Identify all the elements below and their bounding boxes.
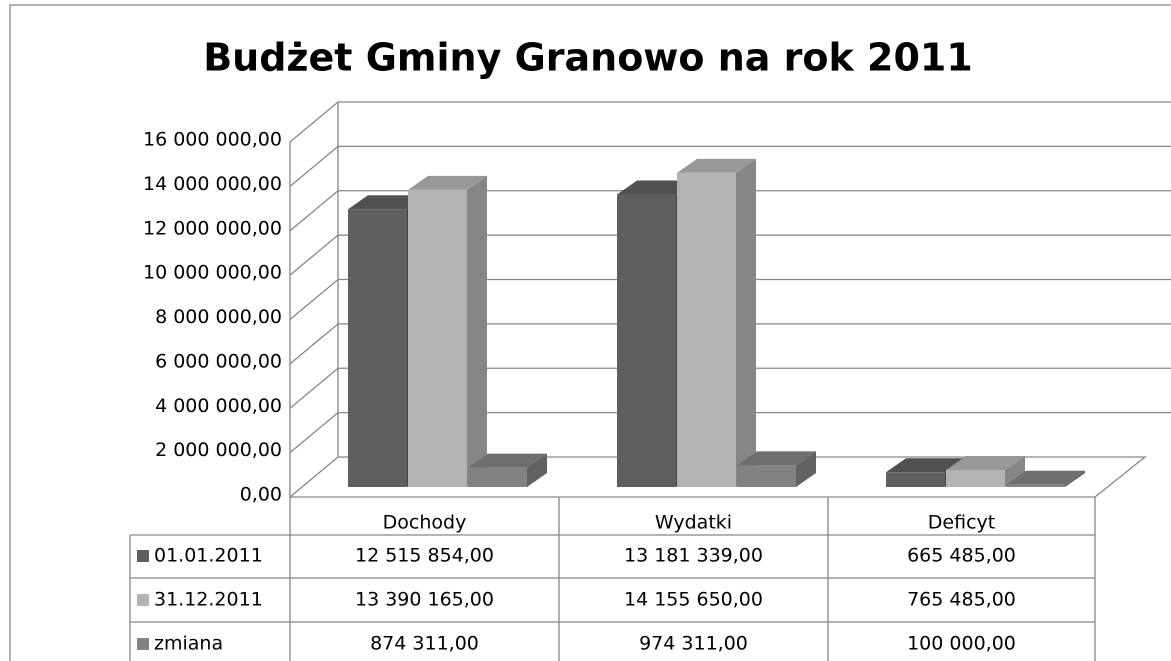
table-value: 765 485,00 <box>907 589 1016 611</box>
y-tick-label: 14 000 000,00 <box>143 173 282 195</box>
bar-top <box>886 458 965 473</box>
bar-top <box>468 453 547 468</box>
grid-line <box>289 101 1171 143</box>
y-tick-label: 16 000 000,00 <box>143 129 282 151</box>
bar <box>408 189 467 488</box>
x-tick-label: Dochody <box>383 512 467 534</box>
table-value: 100 000,00 <box>907 633 1016 655</box>
bar-side <box>467 175 487 488</box>
y-tick-label: 2 000 000,00 <box>155 439 282 461</box>
bar <box>886 472 945 487</box>
floor <box>289 456 1147 498</box>
bar-top <box>1006 470 1085 485</box>
bar-top <box>617 180 696 195</box>
chart-title: Budżet Gminy Granowo na rok 2011 <box>203 36 973 80</box>
legend-label: 01.01.2011 <box>154 545 263 567</box>
x-tick-label: Deficyt <box>928 512 995 534</box>
grid-line <box>289 278 1171 320</box>
grid-line <box>289 234 1171 276</box>
grid-line <box>289 190 1171 232</box>
table-value: 13 181 339,00 <box>624 545 763 567</box>
bar <box>677 172 736 487</box>
x-tick-label: Wydatki <box>655 512 732 534</box>
bar-top <box>348 195 427 210</box>
bar-top <box>737 451 816 466</box>
table-value: 665 485,00 <box>907 545 1016 567</box>
table-value: 974 311,00 <box>639 633 748 655</box>
bar <box>1006 484 1065 487</box>
bar-side <box>527 453 547 487</box>
bar-side <box>736 158 756 487</box>
grid-line <box>289 367 1171 409</box>
table-value: 14 155 650,00 <box>624 589 763 611</box>
chart-frame <box>9 4 1171 661</box>
legend-key <box>137 638 149 650</box>
bar-side <box>1005 456 1025 487</box>
table-value: 13 390 165,00 <box>355 589 494 611</box>
legend-key <box>137 550 149 562</box>
grid-line <box>289 411 1171 454</box>
bar-top <box>946 456 1025 471</box>
y-tick-label: 10 000 000,00 <box>143 262 282 284</box>
y-tick-label: 12 000 000,00 <box>143 217 282 239</box>
grid-line <box>289 145 1171 187</box>
legend-key <box>137 594 149 606</box>
bar <box>348 209 407 487</box>
bar <box>737 465 796 487</box>
bar-side <box>796 451 816 487</box>
bar <box>617 194 676 487</box>
y-tick-label: 8 000 000,00 <box>155 306 282 328</box>
legend-label: zmiana <box>154 633 223 655</box>
bar <box>468 467 527 487</box>
y-tick-label: 6 000 000,00 <box>155 350 282 372</box>
table-value: 12 515 854,00 <box>355 545 494 567</box>
bar-top <box>408 175 487 190</box>
legend-label: 31.12.2011 <box>154 589 263 611</box>
table-value: 874 311,00 <box>370 633 479 655</box>
y-tick-label: 4 000 000,00 <box>155 395 282 417</box>
grid-line <box>289 323 1171 365</box>
bar-side <box>1065 470 1085 487</box>
bar-top <box>677 158 756 173</box>
bar <box>946 470 1005 487</box>
y-tick-label: 0,00 <box>240 484 282 506</box>
